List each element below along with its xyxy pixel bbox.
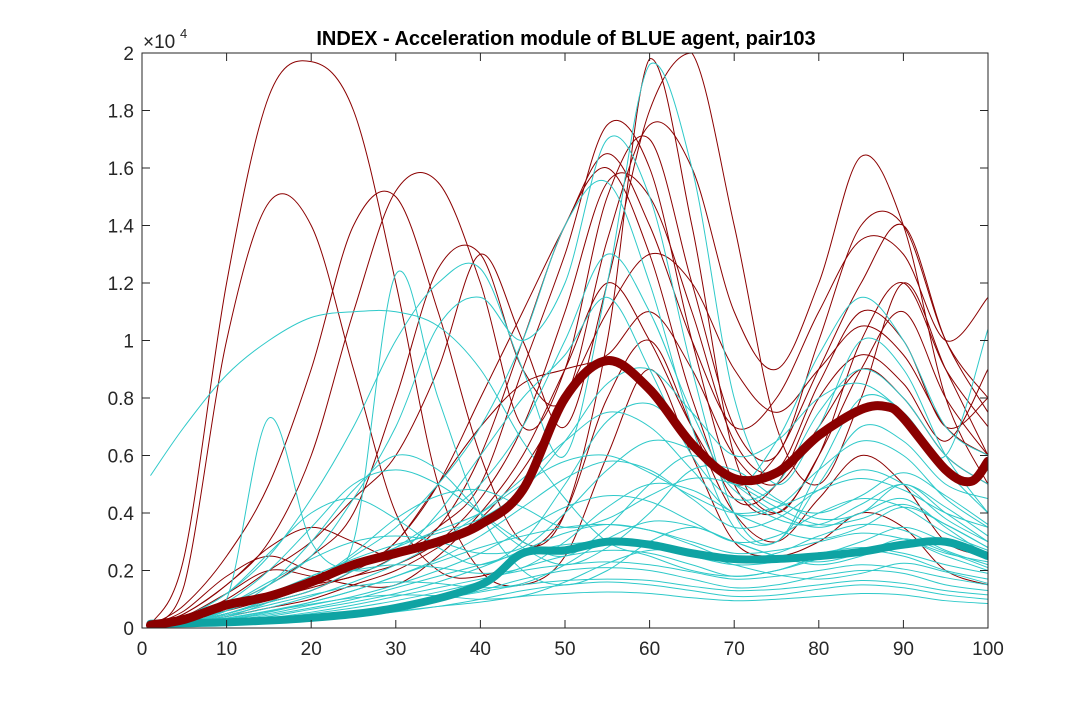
trial-line: [150, 58, 988, 626]
trial-line: [150, 296, 988, 626]
chart-title: INDEX - Acceleration module of BLUE agen…: [316, 28, 815, 50]
trial-line: [150, 121, 988, 626]
axes: [141, 52, 989, 629]
plot-lines: [145, 53, 988, 628]
y-exponent-base: ×10: [143, 32, 175, 53]
y-tick-label: 1.6: [108, 159, 134, 180]
x-tick-label: 10: [216, 639, 237, 660]
trial-line: [150, 253, 988, 626]
trial-line: [150, 495, 988, 626]
trial-line: [150, 455, 988, 626]
y-tick-label: 1.2: [108, 274, 134, 295]
tick-labels: 0 10 20 30 40 50 60 70 80 90 100 0 0.2 0.4 0.6 0.8 1 1.2 1…: [108, 44, 1004, 660]
y-tick-label: 0.2: [108, 562, 134, 583]
x-tick-label: 60: [639, 639, 660, 660]
y-tick-label: 1: [123, 332, 134, 353]
x-tick-label: 70: [724, 639, 745, 660]
x-tick-label: 40: [470, 639, 491, 660]
y-tick-label: 2: [123, 44, 134, 65]
mean-line: [146, 537, 988, 628]
trial-line: [150, 193, 988, 626]
y-tick-label: 1.8: [108, 102, 134, 123]
y-exponent-power: 4: [180, 26, 187, 41]
x-tick-label: 30: [385, 639, 406, 660]
trial-line: [150, 439, 988, 626]
trial-line: [150, 541, 988, 626]
y-tick-label: 0.4: [108, 504, 135, 525]
mean-line: [145, 356, 988, 628]
trial-line: [150, 549, 988, 626]
x-tick-label: 80: [808, 639, 829, 660]
trial-line: [150, 523, 988, 626]
trial-line: [150, 402, 988, 626]
trial-line: [150, 411, 988, 626]
trial-line: [150, 167, 988, 626]
trial-line: [150, 309, 988, 577]
x-tick-label: 20: [301, 639, 322, 660]
trial-line: [150, 460, 988, 626]
x-tick-label: 0: [137, 639, 148, 660]
y-tick-label: 0.6: [108, 447, 134, 468]
trial-line: [150, 62, 988, 626]
y-tick-label: 1.4: [108, 217, 135, 238]
x-tick-label: 50: [554, 639, 575, 660]
trial-line: [150, 135, 988, 626]
x-tick-label: 100: [972, 639, 1004, 660]
y-tick-label: 0: [123, 619, 134, 640]
trial-line: [150, 223, 988, 626]
y-tick-label: 0.8: [108, 389, 134, 410]
trial-line: [150, 172, 988, 626]
x-tick-label: 90: [893, 639, 914, 660]
trial-line: [150, 135, 988, 626]
